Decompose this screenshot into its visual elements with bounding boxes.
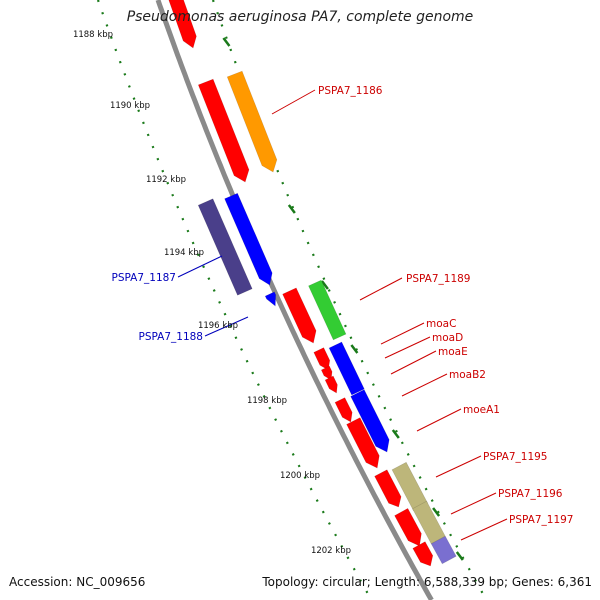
gene-feature <box>197 78 250 183</box>
gene-pspa7-1187 <box>197 198 253 296</box>
gene-moab2 <box>328 341 365 396</box>
callout-line <box>204 316 249 337</box>
callout-line <box>380 322 425 345</box>
tick-line-inner <box>96 0 373 600</box>
accession-text: Accession: NC_009656 <box>9 575 146 589</box>
kbp-label: 1192 kbp <box>146 175 186 185</box>
gene-label-moae: moaE <box>438 346 468 358</box>
kbp-label: 1196 kbp <box>198 321 238 331</box>
gene-pspa7-1196 <box>394 507 422 547</box>
major-tick <box>455 551 464 561</box>
tick-line-outer <box>211 0 488 600</box>
gene-label-pspa7-1187: PSPA7_1187 <box>112 272 177 284</box>
major-tick <box>350 344 359 354</box>
callout-line <box>271 89 316 115</box>
gene-label-moad: moaD <box>432 332 463 344</box>
gene-label-pspa7-1188: PSPA7_1188 <box>139 331 204 343</box>
gene-pspa7-1189 <box>308 279 347 341</box>
callout-line <box>359 277 403 301</box>
gene-feature <box>412 541 434 567</box>
gene-pspa7-1186 <box>226 70 278 173</box>
callout-line <box>460 518 508 541</box>
gene-label-moab2: moaB2 <box>449 369 486 381</box>
major-tick <box>222 37 231 47</box>
kbp-label: 1198 kbp <box>247 396 287 406</box>
gene-moac <box>313 347 331 371</box>
gene-feature <box>334 397 353 423</box>
gene-features <box>168 0 457 567</box>
gene-label-pspa7-1189: PSPA7_1189 <box>406 273 471 285</box>
genome-title: Pseudomonas aeruginosa PA7, complete gen… <box>126 9 474 25</box>
major-tick <box>287 204 296 214</box>
kbp-label: 1202 kbp <box>311 546 351 556</box>
major-tick <box>320 280 329 290</box>
callout-line <box>435 455 482 478</box>
kbp-label: 1188 kbp <box>73 30 113 40</box>
gene-pspa7-1197 <box>430 535 457 565</box>
callout-line <box>177 255 223 278</box>
gene-label-pspa7-1197: PSPA7_1197 <box>509 514 574 526</box>
topology-text: Topology: circular; Length: 6,588,339 bp… <box>262 575 592 589</box>
gene-moea1 <box>350 389 390 453</box>
gene-moad <box>320 365 333 381</box>
callout-line <box>390 350 437 375</box>
major-tick <box>391 429 400 439</box>
gene-label-pspa7-1196: PSPA7_1196 <box>498 488 563 500</box>
gene-feature <box>168 0 197 49</box>
gene-callouts: PSPA7_1186 PSPA7_1187 PSPA7_1188 PSPA7_1189… <box>112 85 574 541</box>
genome-backbone <box>155 0 434 600</box>
gene-pspa7-1188 <box>264 291 277 307</box>
kbp-label: 1194 kbp <box>164 248 204 258</box>
gene-feature <box>391 461 429 512</box>
gene-label-moea1: moeA1 <box>463 404 500 416</box>
callout-line <box>416 408 462 432</box>
kbp-label: 1190 kbp <box>110 101 150 111</box>
gene-feature <box>282 287 317 344</box>
gene-moae <box>324 375 338 394</box>
gene-label-pspa7-1186: PSPA7_1186 <box>318 85 383 97</box>
major-tick <box>432 507 441 517</box>
gene-label-moac: moaC <box>426 318 456 330</box>
kbp-label: 1200 kbp <box>280 471 320 481</box>
gene-feature <box>346 417 380 469</box>
callout-line <box>401 373 448 397</box>
gene-pspa7-1195 <box>374 469 402 508</box>
gene-feature <box>224 192 273 286</box>
callout-line <box>450 492 497 515</box>
callout-line <box>384 336 431 359</box>
kbp-labels: 1188 kbp 1190 kbp 1192 kbp 1194 kbp 1196 kbp… <box>73 30 351 556</box>
gene-label-pspa7-1195: PSPA7_1195 <box>483 451 548 463</box>
